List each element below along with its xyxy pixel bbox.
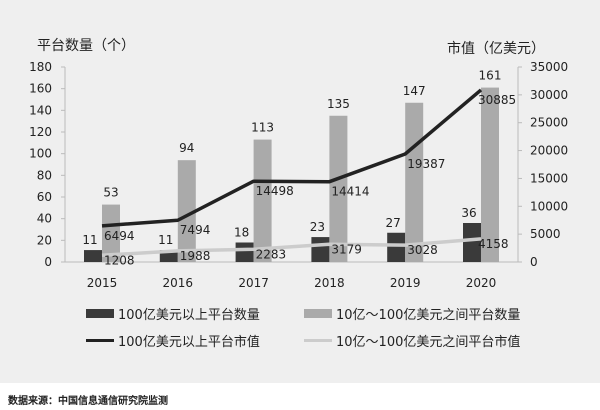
left-axis-title: 平台数量（个）: [37, 38, 135, 54]
legend-item-mid-value: 10亿～100亿美元之间平台市值: [304, 331, 520, 350]
bar-data-label: 36: [461, 206, 476, 220]
legend-label: 10亿～100亿美元之间平台数量: [336, 308, 521, 323]
left-tick-label: 40: [37, 212, 52, 226]
bar-mid-count: [253, 139, 272, 262]
bar-data-label: 23: [310, 220, 325, 234]
legend-swatch: [86, 339, 114, 342]
bar-data-label: 161: [479, 69, 502, 83]
right-tick-label: 35000: [530, 60, 568, 74]
line-data-label: 19387: [407, 157, 445, 171]
bar-data-label: 18: [234, 226, 249, 240]
line-large-value: [101, 88, 483, 228]
bar-mid-count: [102, 204, 120, 262]
bar-data-label: 11: [158, 233, 173, 247]
bar-large-count: [159, 250, 178, 262]
bar-large-count: [235, 242, 254, 262]
right-tick-label: 20000: [530, 144, 568, 158]
line-data-label: 6494: [104, 229, 135, 243]
left-tick-label: 140: [29, 103, 52, 117]
right-tick-label: 30000: [530, 88, 568, 102]
x-tick-label: 2019: [390, 276, 421, 290]
legend-label: 100亿美元以上平台市值: [118, 335, 260, 350]
left-tick-label: 0: [44, 255, 52, 269]
legend-swatch: [304, 339, 332, 342]
bar-large-count: [387, 232, 406, 262]
bar-large-count: [463, 223, 481, 262]
line-mid-value: [101, 237, 482, 258]
data-source-note: 数据来源：中国信息通信研究院监测: [8, 396, 168, 407]
line-data-label: 1208: [104, 253, 135, 267]
line-data-label: 2283: [256, 247, 287, 261]
line-data-label: 14414: [331, 185, 369, 199]
left-tick-label: 20: [37, 233, 52, 247]
bar-data-label: 135: [327, 97, 350, 111]
legend: 100亿美元以上平台数量 10亿～100亿美元之间平台数量 100亿美元以上平台…: [0, 300, 600, 370]
right-tick-label: 15000: [530, 171, 568, 185]
right-axis-title: 市值（亿美元）: [447, 40, 545, 57]
legend-item-mid-count: 10亿～100亿美元之间平台数量: [304, 304, 520, 323]
bar-data-label: 53: [103, 186, 118, 200]
left-tick-label: 80: [37, 168, 52, 182]
bar-data-label: 11: [82, 233, 97, 247]
legend-item-large-count: 100亿美元以上平台数量: [86, 304, 260, 323]
line-data-label: 3028: [407, 243, 438, 257]
line-data-label: 4158: [478, 237, 509, 251]
left-tick-label: 160: [29, 82, 52, 96]
bar-large-count: [84, 250, 102, 262]
line-data-label: 7494: [180, 223, 211, 237]
bar-data-label: 27: [386, 216, 401, 230]
chart-panel: [0, 0, 600, 383]
left-tick-label: 60: [37, 190, 52, 204]
x-tick-label: 2020: [466, 276, 497, 290]
bar-data-label: 113: [251, 121, 274, 135]
bar-mid-count: [329, 115, 348, 262]
right-tick-label: 0: [530, 255, 538, 269]
right-tick-label: 25000: [530, 116, 568, 130]
left-tick-label: 180: [29, 60, 52, 74]
legend-swatch: [304, 309, 332, 318]
chart: 平台数量（个） 市值（亿美元） 020406080100120140160180…: [29, 38, 568, 290]
legend-item-large-value: 100亿美元以上平台市值: [86, 331, 260, 350]
line-data-label: 3179: [331, 242, 362, 256]
bar-large-count: [311, 237, 330, 262]
x-tick-label: 2016: [163, 276, 194, 290]
x-tick-label: 2017: [238, 276, 269, 290]
legend-label: 10亿～100亿美元之间平台市值: [336, 335, 521, 350]
left-tick-label: 100: [29, 147, 52, 161]
bar-mid-count: [177, 160, 196, 262]
right-tick-label: 5000: [530, 227, 561, 241]
bar-data-label: 94: [179, 141, 194, 155]
x-tick-label: 2018: [314, 276, 345, 290]
line-data-label: 30885: [478, 93, 516, 107]
left-tick-label: 120: [29, 125, 52, 139]
line-data-label: 14498: [256, 184, 294, 198]
bar-mid-count: [481, 87, 499, 262]
bar-data-label: 147: [403, 84, 426, 98]
x-tick-label: 2015: [87, 276, 118, 290]
line-data-label: 1988: [180, 249, 211, 263]
right-tick-label: 10000: [530, 199, 568, 213]
legend-label: 100亿美元以上平台数量: [118, 308, 260, 323]
bar-mid-count: [405, 102, 424, 262]
legend-swatch: [86, 309, 114, 318]
